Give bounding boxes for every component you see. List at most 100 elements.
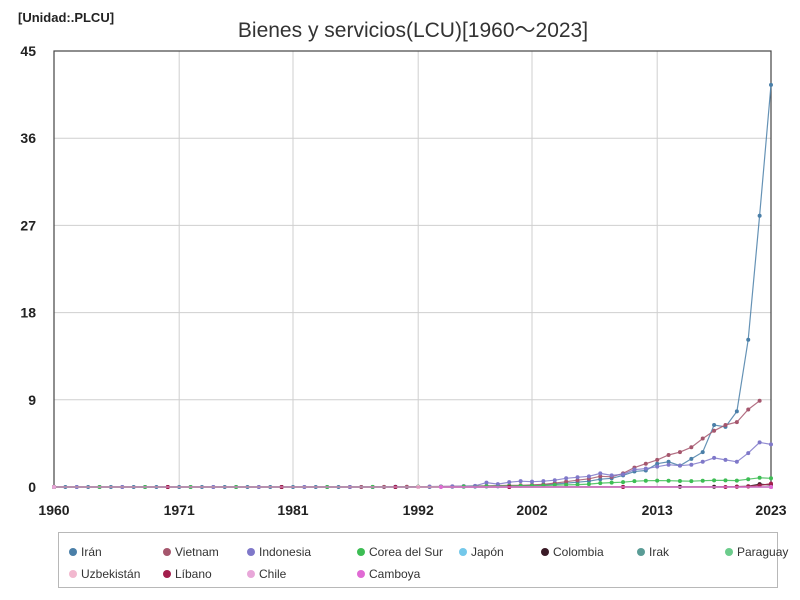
- data-point: [723, 422, 728, 427]
- data-point: [746, 477, 751, 482]
- legend-label: Uzbekistán: [81, 566, 141, 581]
- series-Indonesia: [52, 440, 773, 489]
- grid-lines: [54, 51, 771, 487]
- data-point: [700, 450, 705, 455]
- data-point: [734, 420, 739, 425]
- x-tick-label: 2002: [516, 502, 547, 518]
- data-point: [712, 478, 717, 483]
- data-point: [746, 451, 751, 456]
- legend-item: Líbano: [163, 566, 212, 581]
- data-point: [677, 450, 682, 455]
- data-point: [700, 436, 705, 441]
- legend-marker: [725, 547, 733, 556]
- data-point: [734, 409, 739, 414]
- data-point: [769, 485, 773, 489]
- data-point: [712, 422, 717, 427]
- data-point: [655, 457, 660, 462]
- data-point: [586, 474, 591, 479]
- legend: Irán Vietnam Indonesia Corea del Sur Japón Co…: [58, 532, 788, 588]
- legend-marker: [69, 569, 77, 578]
- data-point: [769, 82, 773, 87]
- legend-marker: [357, 569, 365, 578]
- data-point: [564, 476, 569, 481]
- data-point: [598, 481, 603, 486]
- data-point: [598, 471, 603, 476]
- legend-label: Irán: [81, 544, 102, 559]
- legend-label: Corea del Sur: [369, 544, 444, 559]
- x-tick-label: 1992: [403, 502, 434, 518]
- series-layer: [52, 82, 773, 489]
- legend-label: Vietnam: [175, 544, 219, 559]
- data-point: [712, 455, 717, 460]
- data-point: [564, 482, 569, 487]
- data-point: [689, 445, 694, 450]
- legend-marker: [69, 547, 77, 556]
- data-point: [734, 459, 739, 464]
- data-point: [609, 480, 614, 485]
- legend-marker: [247, 569, 255, 578]
- data-point: [677, 463, 682, 468]
- y-tick-label: 9: [28, 392, 36, 408]
- data-point: [769, 476, 773, 481]
- data-point: [689, 462, 694, 467]
- legend-item: Indonesia: [247, 544, 311, 559]
- data-point: [689, 479, 694, 484]
- data-point: [575, 482, 580, 487]
- data-point: [677, 478, 682, 483]
- legend-item: Corea del Sur: [357, 544, 443, 559]
- unit-label: [Unidad:.PLCU]: [18, 10, 115, 25]
- data-point: [746, 407, 751, 412]
- legend-label: Camboya: [369, 566, 421, 581]
- data-point: [666, 453, 671, 458]
- x-tick-label: 2023: [755, 502, 786, 518]
- legend-item: Chile: [247, 566, 286, 581]
- data-point: [52, 485, 56, 489]
- data-point: [746, 337, 751, 342]
- data-point: [643, 461, 648, 466]
- series-line: [54, 477, 772, 488]
- series-Líbano: [52, 481, 773, 489]
- data-point: [666, 459, 671, 464]
- data-point: [518, 479, 523, 484]
- legend-label: Japón: [471, 544, 504, 559]
- data-point: [666, 462, 671, 467]
- legend-marker: [459, 547, 467, 556]
- legend-marker: [163, 569, 171, 578]
- legend-label: Irak: [649, 544, 670, 559]
- data-point: [598, 477, 603, 482]
- data-point: [757, 440, 762, 445]
- y-tick-label: 27: [20, 217, 36, 233]
- data-point: [655, 464, 660, 469]
- data-point: [757, 213, 762, 218]
- x-tick-label: 1971: [164, 502, 195, 518]
- legend-item: Camboya: [357, 566, 420, 581]
- data-point: [757, 475, 762, 480]
- data-point: [666, 478, 671, 483]
- data-point: [507, 480, 512, 485]
- series-Irán: [52, 82, 773, 489]
- legend-label: Paraguay: [737, 544, 789, 559]
- data-point: [530, 479, 534, 484]
- data-point: [609, 473, 614, 478]
- legend-item: Vietnam: [163, 544, 219, 559]
- data-point: [689, 456, 694, 461]
- data-point: [734, 478, 739, 483]
- data-point: [564, 479, 569, 484]
- y-tick-label: 45: [20, 43, 36, 59]
- data-point: [769, 481, 773, 486]
- x-tick-label: 2013: [642, 502, 673, 518]
- data-point: [655, 461, 660, 466]
- data-point: [632, 479, 637, 484]
- tick-labels: 0 9 18 27 36 45 1960 1971 1981 1992 2002 2013 2023: [20, 43, 786, 518]
- data-point: [700, 478, 705, 483]
- data-point: [438, 485, 443, 489]
- data-point: [632, 467, 637, 472]
- data-point: [643, 478, 648, 483]
- legend-label: Chile: [259, 566, 287, 581]
- data-point: [723, 457, 728, 462]
- data-point: [575, 478, 580, 483]
- x-tick-label: 1960: [38, 502, 69, 518]
- data-point: [484, 484, 489, 489]
- data-point: [575, 475, 580, 480]
